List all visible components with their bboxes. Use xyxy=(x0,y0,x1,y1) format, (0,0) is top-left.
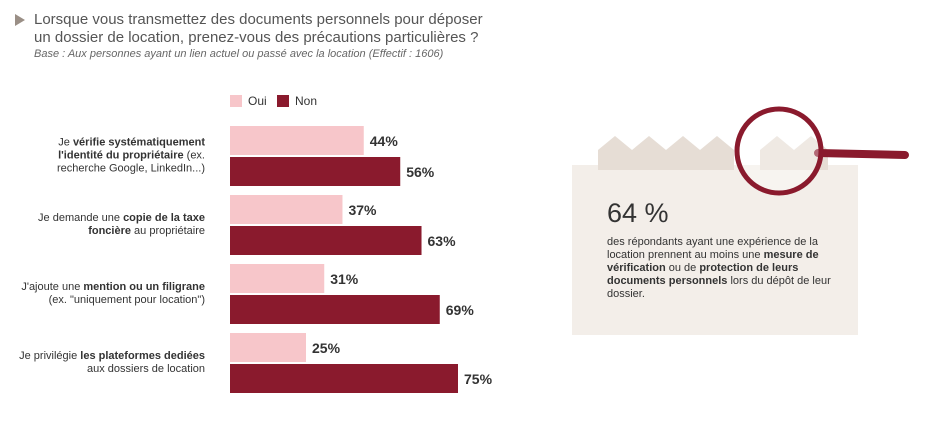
category-label: Je privilégie les plateformes dediées au… xyxy=(15,350,205,376)
text-segment: Je xyxy=(58,136,73,149)
emphasis: protection de leurs documents personnels xyxy=(607,262,799,287)
callout-stat: 64 % xyxy=(607,198,669,228)
text-segment: J'ajoute une xyxy=(21,281,84,293)
subtitle: Base : Aux personnes ayant un lien actue… xyxy=(34,48,444,60)
value-label: 44% xyxy=(369,132,398,149)
category-label: Je demande une copie de la taxe foncière… xyxy=(15,212,205,238)
value-label: 56% xyxy=(406,163,435,180)
category-label: Je vérifie systématiquement l'identité d… xyxy=(15,137,205,176)
emphasis: mesure de vérification xyxy=(607,249,819,274)
title-marker xyxy=(15,14,25,26)
value-label: 75% xyxy=(464,370,493,387)
legend-label: Oui xyxy=(248,94,267,108)
legend-swatch xyxy=(230,95,242,107)
text-segment: ou de xyxy=(665,262,700,274)
category-label: J'ajoute une mention ou un filigrane (ex… xyxy=(15,281,205,307)
bar xyxy=(230,364,458,393)
legend-label: Non xyxy=(295,94,318,108)
text-segment: des répondants ayant une expérience de l… xyxy=(607,236,818,261)
text-segment: Je privilégie xyxy=(19,350,81,362)
value-label: 31% xyxy=(330,270,359,287)
text-segment: (ex. recherche Google, LinkedIn...) xyxy=(57,149,205,175)
emphasis: vérifie systématiquement l'identité du p… xyxy=(58,136,205,162)
bar xyxy=(230,295,440,324)
bar xyxy=(230,195,343,224)
value-label: 69% xyxy=(445,301,474,318)
bar xyxy=(230,333,306,362)
magnifier xyxy=(734,106,909,196)
value-label: 25% xyxy=(312,339,341,356)
callout-box xyxy=(572,165,858,335)
text-segment: Je demande une xyxy=(38,212,124,224)
bar xyxy=(230,126,364,155)
bar xyxy=(230,226,422,255)
text-segment: aux dossiers de location xyxy=(86,363,205,375)
legend-swatch xyxy=(277,95,289,107)
title: Lorsque vous transmettez des documents p… xyxy=(34,11,483,46)
callout-text: des répondants ayant une expérience de l… xyxy=(607,236,837,301)
emphasis: copie de la taxe foncière xyxy=(88,212,205,237)
text-segment: au propriétaire xyxy=(131,225,205,237)
bar xyxy=(230,157,401,186)
value-label: 63% xyxy=(427,232,456,249)
text-segment: lors du dépôt de leur dossier. xyxy=(607,275,831,300)
emphasis: les plateformes dediées xyxy=(80,350,205,362)
bar xyxy=(230,264,325,293)
emphasis: mention ou un filigrane xyxy=(83,281,205,293)
text-segment: (ex. "uniquement pour location") xyxy=(48,294,205,306)
value-label: 37% xyxy=(348,201,377,218)
